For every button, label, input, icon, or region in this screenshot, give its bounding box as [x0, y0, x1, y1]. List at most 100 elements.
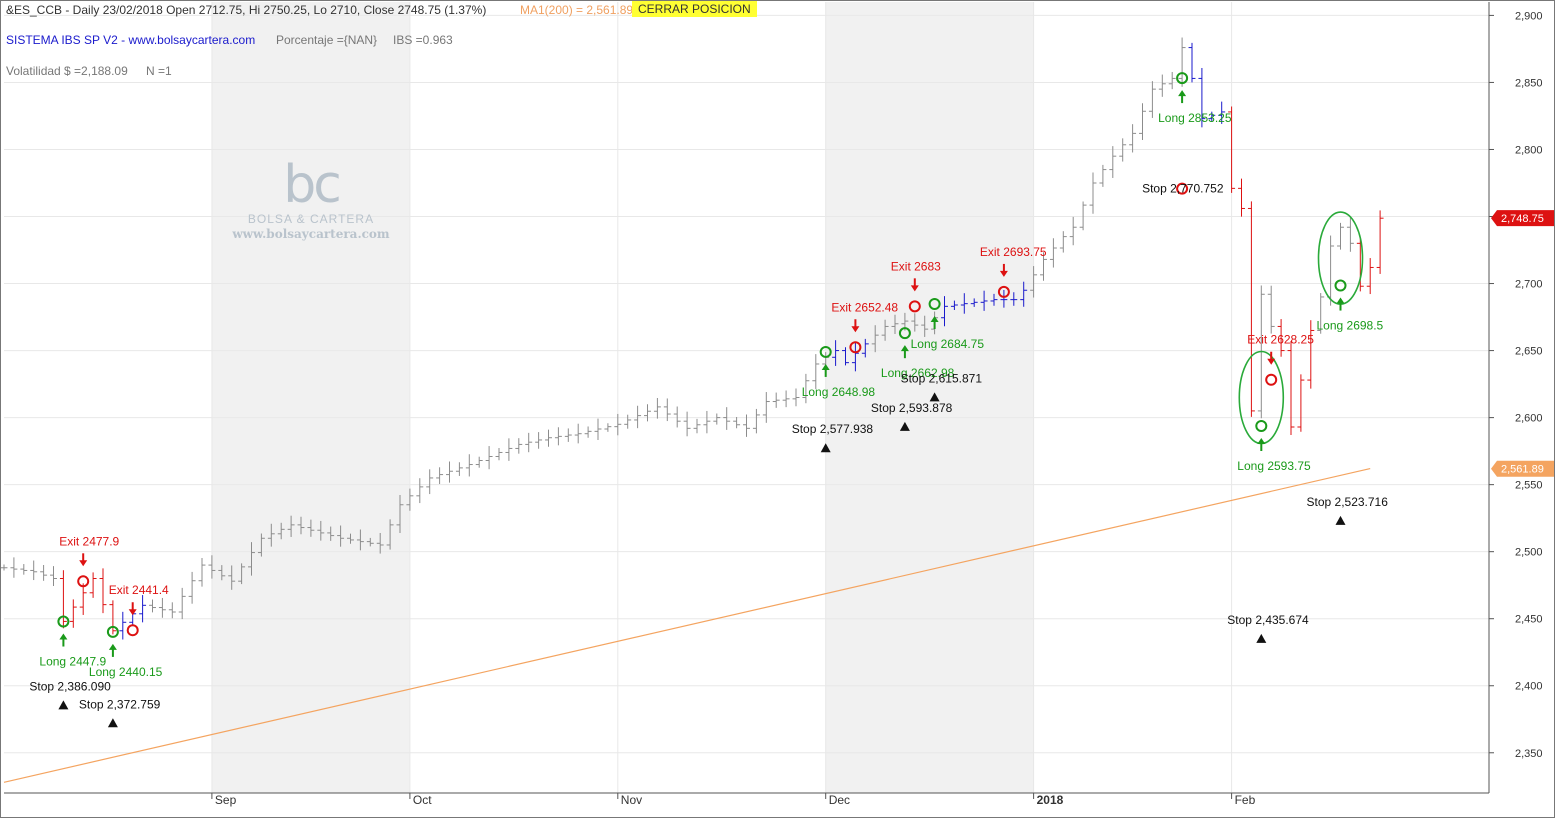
x-month-label: 2018	[1037, 793, 1064, 807]
y-tick-label: 2,550	[1515, 480, 1543, 492]
ohlc-bar	[614, 413, 622, 436]
position-badge-text: CERRAR POSICION	[632, 1, 757, 17]
long-entry-marker	[1176, 72, 1189, 85]
price-tag-label: 2,748.75	[1501, 213, 1544, 225]
ohlc-bar	[564, 428, 572, 442]
stop-level-label: Stop 2,615.871	[901, 371, 983, 385]
x-month-label: Oct	[413, 793, 432, 807]
stop-triangle-icon	[58, 700, 69, 710]
ohlc-bar	[1198, 67, 1206, 128]
ohlc-bar	[485, 446, 493, 470]
porcentaje-value: Porcentaje ={NAN}	[276, 33, 378, 47]
ohlc-bar	[1277, 319, 1285, 357]
ohlc-bar	[921, 315, 929, 337]
long-signal-label: Long 2447.9	[39, 655, 106, 669]
x-month-label: Feb	[1235, 793, 1256, 807]
ohlc-bar	[574, 423, 582, 444]
ohlc-bar	[30, 560, 38, 581]
long-signal-label: Long 2853.25	[1158, 111, 1232, 125]
ohlc-bar	[802, 373, 810, 404]
ohlc-bar	[495, 447, 503, 461]
ohlc-bar	[1158, 74, 1166, 97]
ohlc-bar	[911, 313, 919, 332]
ohlc-bar	[990, 293, 998, 306]
ohlc-bar	[515, 438, 523, 454]
logo-name: BOLSA & CARTERA	[247, 212, 375, 226]
ohlc-bar	[525, 432, 533, 453]
long-arrow-head-icon	[1178, 90, 1187, 97]
price-tag-label: 2,561.89	[1501, 464, 1544, 476]
y-tick-label: 2,450	[1515, 614, 1543, 626]
x-month-label: Nov	[621, 793, 642, 807]
long-signal-label: Long 2684.75	[911, 337, 985, 351]
ohlc-bar	[287, 515, 295, 537]
ohlc-bar	[1040, 252, 1047, 281]
ohlc-bar	[139, 595, 147, 623]
ma-line	[3, 467, 1371, 783]
ohlc-bar	[119, 611, 127, 640]
ohlc-bar	[317, 520, 325, 541]
stop-level-label: Stop 2,386.090	[29, 679, 111, 693]
ohlc-bar	[277, 522, 285, 540]
long-signal-label: Long 2662.98	[881, 366, 955, 380]
ohlc-bar	[1178, 37, 1186, 87]
ohlc-bar	[1020, 281, 1028, 307]
ohlc-bar	[1139, 103, 1146, 141]
ohlc-bar	[69, 599, 77, 628]
ohlc-bar	[1109, 146, 1117, 178]
ibs-value: IBS =0.963	[393, 33, 453, 47]
ohlc-bar	[624, 414, 632, 429]
exit-signal-label: Exit 2441.4	[109, 583, 169, 597]
ohlc-bar	[347, 533, 354, 544]
stop-exit-label: Stop 2,770.752	[1142, 182, 1224, 196]
long-arrow-head-icon	[108, 643, 117, 650]
ohlc-bar	[1079, 201, 1087, 231]
ohlc-bar	[842, 347, 849, 366]
y-tick-label: 2,400	[1515, 681, 1543, 693]
stop-level-label: Stop 2,593.878	[871, 401, 953, 415]
exit-arrow-head-icon	[851, 326, 860, 333]
ohlc-bar	[733, 416, 741, 429]
exit-marker	[77, 575, 90, 588]
ohlc-bar	[178, 587, 186, 620]
long-entry-marker	[819, 345, 832, 358]
ohlc-bar	[752, 408, 760, 434]
ohlc-bar	[257, 533, 265, 557]
long-arrow-head-icon	[1257, 437, 1266, 444]
ohlc-bar	[436, 467, 444, 485]
month-shade	[825, 2, 1034, 793]
ohlc-bar	[396, 495, 404, 533]
price-tag	[1491, 210, 1555, 227]
ohlc-bar	[406, 488, 414, 511]
long-entry-marker	[898, 327, 911, 340]
stop-level-label: Stop 2,577.938	[792, 422, 874, 436]
exit-signal-label: Exit 2477.9	[59, 534, 119, 548]
ohlc-bar	[1059, 231, 1067, 253]
ohlc-bar	[455, 462, 463, 476]
stop-level-label: Stop 2,435.674	[1227, 613, 1309, 627]
y-tick-label: 2,500	[1515, 547, 1543, 559]
ohlc-bar	[1218, 101, 1226, 124]
ohlc-bar	[1030, 266, 1038, 298]
ohlc-bar	[584, 426, 592, 438]
ohlc-bar	[307, 519, 315, 537]
exit-marker	[849, 341, 862, 354]
ohlc-bar	[1346, 217, 1354, 252]
stop-triangle-icon	[929, 392, 940, 402]
long-arrow-head-icon	[930, 315, 939, 322]
ohlc-bar	[208, 555, 216, 579]
ohlc-bar	[376, 532, 384, 554]
x-month-label: Sep	[215, 793, 237, 807]
ohlc-bar	[1069, 216, 1077, 246]
ohlc-bar	[1376, 210, 1384, 274]
ohlc-bar	[812, 354, 820, 389]
y-tick-label: 2,800	[1515, 144, 1543, 156]
ohlc-bar	[1228, 106, 1236, 193]
long-entry-marker	[1334, 279, 1347, 292]
watermark-logo: bc BOLSA & CARTERA www.bolsaycartera.com	[227, 158, 395, 260]
exit-signal-label: Exit 2652.48	[831, 300, 898, 314]
ohlc-bar	[545, 429, 552, 447]
ohlc-bar	[446, 461, 453, 483]
